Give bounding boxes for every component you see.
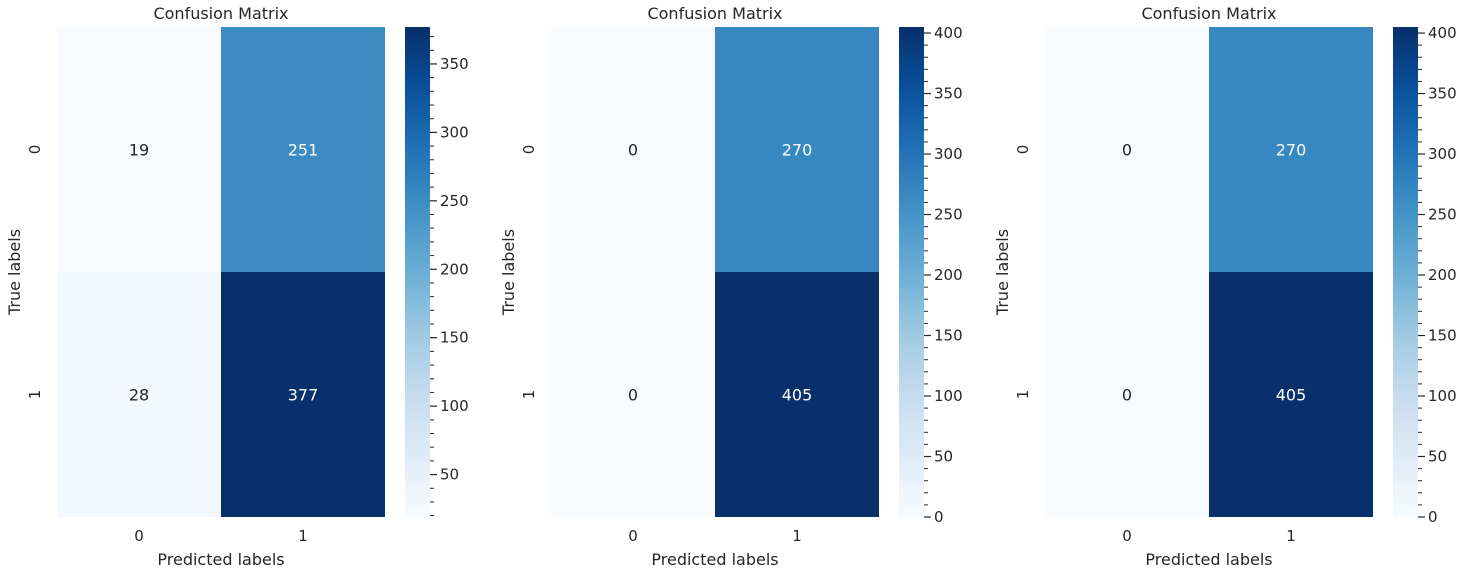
- colorbar-tick-label: 100: [1428, 387, 1457, 405]
- colorbar-tick-label: 200: [440, 260, 469, 278]
- colorbar-tick-label: 50: [1428, 448, 1447, 466]
- colorbar-tick-label: 250: [440, 192, 469, 210]
- colorbar-tick-label: 150: [1428, 327, 1457, 345]
- colorbar-tick-label: 100: [440, 397, 469, 415]
- cell-value-label: 251: [288, 141, 319, 160]
- x-axis-label: Predicted labels: [651, 550, 778, 569]
- colorbar-tick-label: 400: [1428, 24, 1457, 42]
- y-axis-label: True labels: [499, 229, 518, 316]
- heatmap-cell: [715, 272, 879, 517]
- colorbar: [899, 27, 924, 517]
- cell-value-label: 377: [288, 386, 319, 405]
- x-axis-label: Predicted labels: [157, 550, 284, 569]
- colorbar: [1393, 27, 1418, 517]
- colorbar-tick-label: 150: [440, 329, 469, 347]
- colorbar-tick-label: 400: [934, 24, 963, 42]
- colorbar-tick-label: 150: [934, 327, 963, 345]
- cell-value-label: 0: [628, 386, 638, 405]
- colorbar-tick-label: 250: [934, 206, 963, 224]
- colorbar-tick-label: 50: [934, 448, 953, 466]
- colorbar-tick-label: 250: [1428, 206, 1457, 224]
- cell-value-label: 28: [129, 386, 149, 405]
- y-tick-label: 1: [1014, 390, 1032, 400]
- chart-title: Confusion Matrix: [647, 4, 782, 23]
- cell-value-label: 0: [1122, 386, 1132, 405]
- y-tick-label: 0: [26, 145, 44, 155]
- colorbar-tick-label: 0: [934, 508, 944, 526]
- x-axis-label: Predicted labels: [1145, 550, 1272, 569]
- heatmap-cell: [551, 272, 715, 517]
- cell-value-label: 405: [782, 386, 813, 405]
- y-tick-label: 0: [1014, 145, 1032, 155]
- y-tick-label: 1: [26, 390, 44, 400]
- colorbar-tick-label: 300: [1428, 145, 1457, 163]
- colorbar-tick-label: 100: [934, 387, 963, 405]
- heatmap-cell: [221, 272, 385, 517]
- x-tick-label: 0: [134, 527, 144, 545]
- y-tick-label: 1: [520, 390, 538, 400]
- heatmap-panel-2: 0 270 0 405 Confusion Matrix 0 1 Predicted labe…: [499, 4, 963, 569]
- cell-value-label: 405: [1276, 386, 1307, 405]
- colorbar-tick-label: 350: [1428, 85, 1457, 103]
- colorbar-tick-label: 350: [440, 55, 469, 73]
- x-tick-label: 0: [1122, 527, 1132, 545]
- heatmap-panel-3: 0 270 0 405 Confusion Matrix 0 1 Predicted labe…: [993, 4, 1457, 569]
- heatmap-panel-1: 19 251 28 377 Confusion Matrix 0 1 Predicted la…: [5, 4, 469, 569]
- heatmap-cell: [57, 272, 221, 517]
- y-axis-label: True labels: [5, 229, 24, 316]
- y-tick-label: 0: [520, 145, 538, 155]
- x-tick-label: 0: [628, 527, 638, 545]
- colorbar-tick-label: 0: [1428, 508, 1438, 526]
- heatmap-cell: [551, 27, 715, 272]
- colorbar-tick-label: 200: [934, 266, 963, 284]
- chart-title: Confusion Matrix: [153, 4, 288, 23]
- x-tick-label: 1: [1286, 527, 1296, 545]
- cell-value-label: 270: [1276, 141, 1307, 160]
- cell-value-label: 19: [129, 141, 149, 160]
- y-axis-label: True labels: [993, 229, 1012, 316]
- colorbar-tick-label: 350: [934, 85, 963, 103]
- colorbar-tick-label: 50: [440, 466, 459, 484]
- cell-value-label: 0: [628, 141, 638, 160]
- x-tick-label: 1: [792, 527, 802, 545]
- colorbar: [405, 27, 430, 517]
- colorbar-tick-label: 300: [934, 145, 963, 163]
- x-tick-label: 1: [298, 527, 308, 545]
- cell-value-label: 0: [1122, 141, 1132, 160]
- heatmap-cell: [1045, 27, 1209, 272]
- heatmap-cell: [221, 27, 385, 272]
- heatmap-cell: [57, 27, 221, 272]
- heatmap-cell: [715, 27, 879, 272]
- heatmap-cell: [1045, 272, 1209, 517]
- chart-title: Confusion Matrix: [1141, 4, 1276, 23]
- heatmap-cell: [1209, 272, 1373, 517]
- colorbar-tick-label: 200: [1428, 266, 1457, 284]
- colorbar-tick-label: 300: [440, 123, 469, 141]
- cell-value-label: 270: [782, 141, 813, 160]
- heatmap-cell: [1209, 27, 1373, 272]
